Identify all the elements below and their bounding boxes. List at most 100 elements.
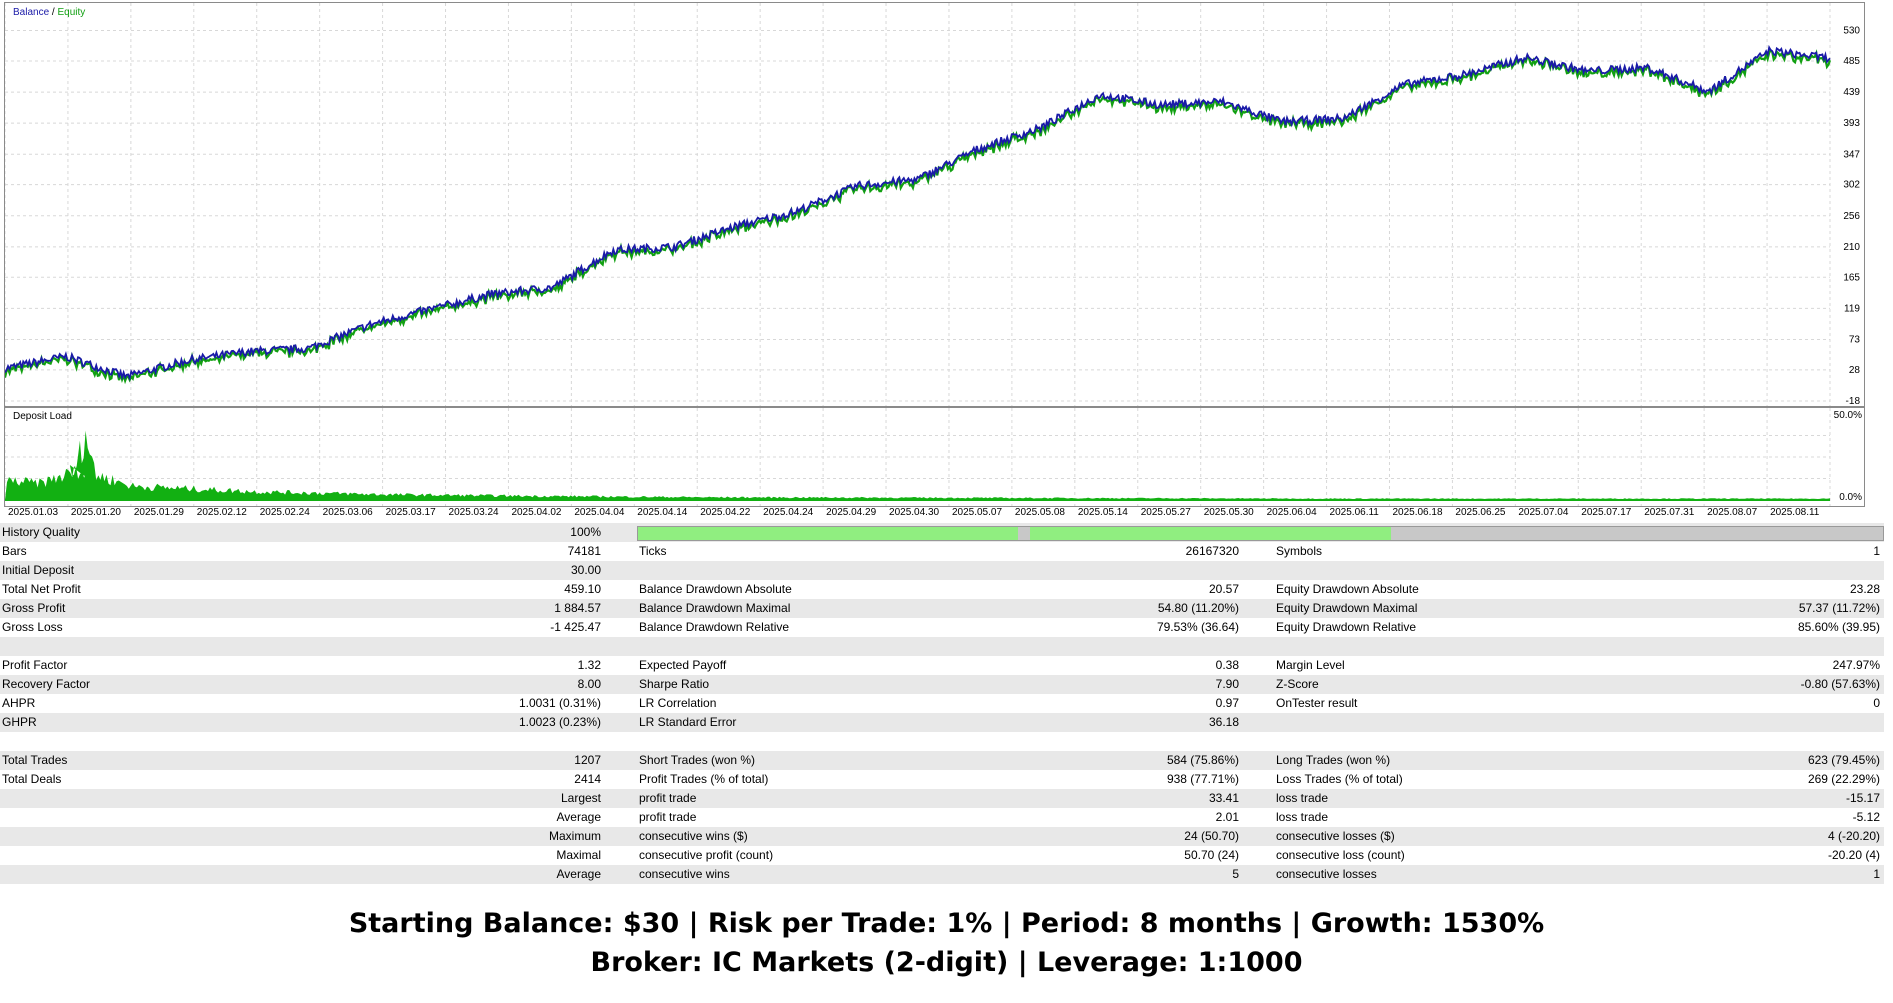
x-tick-label: 2025.04.04 (574, 507, 625, 518)
y-tick-label: 119 (1844, 303, 1860, 314)
balance-equity-chart[interactable]: -18 28 73 119 165 210 256 302 347 393 439 485 530 Ba… (4, 2, 1865, 407)
stat-label-2: Balance Drawdown Maximal (639, 601, 791, 615)
deposit-load-title: Deposit Load (13, 411, 72, 422)
stat-value-2: 20.57 (1208, 582, 1239, 596)
stat-value-3: 0 (1873, 696, 1880, 710)
stats-row: Recovery Factor 8.00 Sharpe Ratio 7.90 Z-Sco… (0, 675, 1884, 694)
x-tick-label: 2025.08.07 (1707, 507, 1758, 518)
stat-label-3: Equity Drawdown Absolute (1276, 582, 1419, 596)
stats-row: Average profit trade 2.01 loss trade -5.12 (0, 808, 1884, 827)
stat-value-3: 247.97% (1832, 658, 1880, 672)
y-tick-label: 0.0% (1839, 492, 1862, 503)
caption-line-2: Broker: IC Markets (2-digit) | Leverage:… (590, 947, 1303, 978)
stat-value-1: Largest (560, 791, 601, 805)
stat-value-1: 8.00 (577, 677, 601, 691)
stat-label-2: Balance Drawdown Absolute (639, 582, 792, 596)
x-tick-label: 2025.07.04 (1518, 507, 1569, 518)
history-quality-row: History Quality 100% (0, 523, 1884, 542)
x-tick-label: 2025.02.12 (196, 507, 247, 518)
stat-value-3: 57.37 (11.72%) (1798, 601, 1880, 615)
stat-value-3: -5.12 (1852, 810, 1880, 824)
stat-label-3: Z-Score (1276, 677, 1319, 691)
x-axis: 2025.01.03 2025.01.20 2025.01.29 2025.02.12… (4, 505, 1863, 519)
stat-value-1: -1 425.47 (550, 620, 601, 634)
x-tick-label: 2025.02.24 (259, 507, 310, 518)
stat-label-3: loss trade (1276, 791, 1329, 805)
stat-value-1: Average (556, 810, 601, 824)
x-tick-label: 2025.04.24 (763, 507, 814, 518)
y-tick-label: 28 (1849, 365, 1861, 376)
stat-label-1: Total Trades (2, 753, 68, 767)
stat-label-1: Gross Loss (2, 620, 63, 634)
stat-label-1: Initial Deposit (2, 563, 75, 577)
stat-value-1: 1 884.57 (554, 601, 601, 615)
stats-row: Maximal consecutive profit (count) 50.70 (… (0, 846, 1884, 865)
stat-value-2: 0.38 (1215, 658, 1239, 672)
stat-label-3: consecutive losses (1276, 867, 1377, 881)
stat-value-1: 74181 (567, 544, 601, 558)
x-tick-label: 2025.03.06 (322, 507, 373, 518)
y-tick-label: 347 (1843, 149, 1860, 160)
x-tick-label: 2025.04.14 (637, 507, 688, 518)
y-tick-label: -18 (1846, 396, 1861, 406)
x-tick-label: 2025.01.29 (133, 507, 184, 518)
balance-equity-plot: -18 28 73 119 165 210 256 302 347 393 439 485 530 (5, 3, 1861, 406)
x-tick-label: 2025.05.27 (1140, 507, 1191, 518)
stat-label-3: Symbols (1276, 544, 1323, 558)
stat-label-2: consecutive wins (639, 867, 730, 881)
x-tick-label: 2025.04.22 (700, 507, 751, 518)
y-tick-label: 302 (1843, 180, 1860, 191)
x-tick-label: 2025.05.30 (1203, 507, 1254, 518)
x-tick-label: 2025.05.08 (1014, 507, 1065, 518)
stat-value-2: 24 (50.70) (1184, 829, 1239, 843)
stat-value-2: 5 (1232, 867, 1239, 881)
deposit-load-chart[interactable]: 50.0% 0.0% Deposit Load (4, 407, 1865, 507)
stat-value-1: 1.0031 (0.31%) (518, 696, 601, 710)
deposit-load-area (5, 430, 1830, 500)
y-tick-label: 165 (1843, 272, 1860, 283)
stat-value-1: 30.00 (570, 563, 601, 577)
stat-value-3: 1 (1873, 867, 1880, 881)
stats-row: Maximum consecutive wins ($) 24 (50.70) con… (0, 827, 1884, 846)
stat-label-3: Loss Trades (% of total) (1276, 772, 1403, 786)
stat-value-3: -0.80 (57.63%) (1800, 677, 1880, 691)
deposit-load-plot: 50.0% 0.0% (5, 408, 1862, 506)
x-tick-label: 2025.04.02 (511, 507, 562, 518)
y-tick-label: 73 (1849, 334, 1861, 345)
stat-label-2: Short Trades (won %) (639, 753, 756, 767)
stat-label-3: Equity Drawdown Relative (1276, 620, 1417, 634)
stat-label-1: Profit Factor (2, 658, 68, 672)
stat-value-1: Maximal (556, 848, 601, 862)
x-tick-label: 2025.01.03 (8, 507, 59, 518)
stat-label-2: Expected Payoff (639, 658, 727, 672)
x-tick-label: 2025.07.31 (1644, 507, 1695, 518)
legend-separator: / (51, 7, 55, 18)
stat-value-1: 2414 (574, 772, 601, 786)
stat-value-2: 79.53% (36.64) (1156, 620, 1239, 634)
stat-label-1: Recovery Factor (2, 677, 91, 691)
stats-row: Total Net Profit 459.10 Balance Drawdown A… (0, 580, 1884, 599)
stat-label-2: consecutive wins ($) (639, 829, 748, 843)
x-tick-label: 2025.05.14 (1077, 507, 1128, 518)
stats-row: Gross Profit 1 884.57 Balance Drawdown Max… (0, 599, 1884, 618)
stat-value-1: 459.10 (564, 582, 601, 596)
stats-row: Profit Factor 1.32 Expected Payoff 0.38 Marg… (0, 656, 1884, 675)
history-quality-label: History Quality (2, 525, 81, 539)
stats-row: Gross Loss -1 425.47 Balance Drawdown Rela… (0, 618, 1884, 637)
stat-value-1: Maximum (548, 829, 601, 843)
x-tick-label: 2025.03.24 (448, 507, 499, 518)
y-tick-label: 210 (1843, 242, 1860, 253)
x-tick-label: 2025.06.11 (1329, 507, 1379, 518)
stat-label-2: Sharpe Ratio (639, 677, 710, 691)
stats-row: Total Deals 2414 Profit Trades (% of total… (0, 770, 1884, 789)
stats-row: Initial Deposit 30.00 (0, 561, 1884, 580)
stat-label-3: Equity Drawdown Maximal (1276, 601, 1418, 615)
stat-value-2: 584 (75.86%) (1166, 753, 1239, 767)
stat-value-3: 4 (-20.20) (1827, 829, 1880, 843)
legend-balance: Balance (13, 7, 50, 18)
stat-label-1: Gross Profit (2, 601, 66, 615)
stat-value-3: 85.60% (39.95) (1797, 620, 1880, 634)
y-tick-label: 439 (1843, 87, 1860, 98)
stat-value-3: 1 (1873, 544, 1880, 558)
x-tick-label: 2025.08.11 (1770, 507, 1820, 518)
